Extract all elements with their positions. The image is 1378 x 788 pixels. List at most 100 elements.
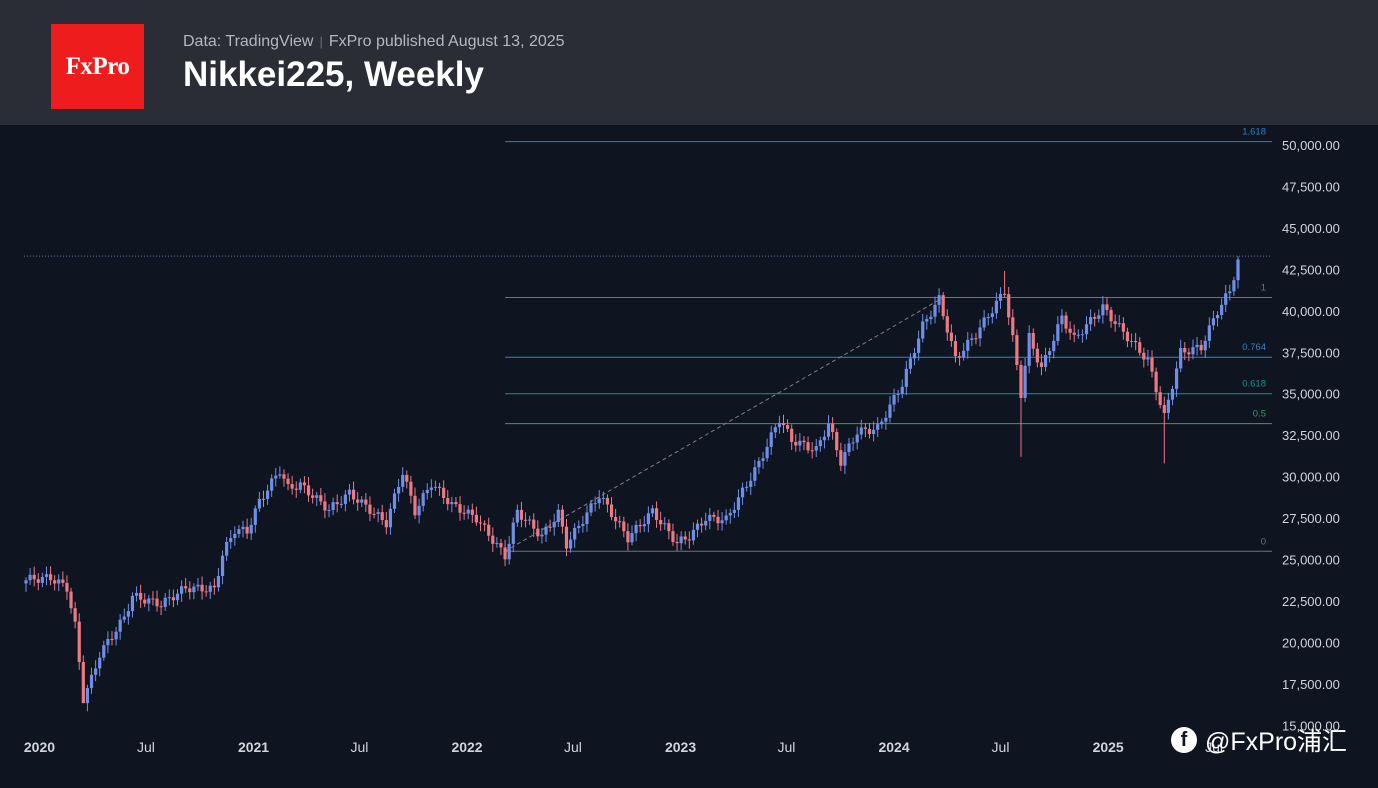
trend-line — [504, 297, 944, 552]
candle-body — [69, 591, 73, 609]
y-tick-label: 32,500.00 — [1282, 428, 1340, 443]
candle-body — [654, 508, 659, 521]
candle-body — [679, 536, 683, 544]
candle-body — [94, 668, 98, 675]
y-tick-label: 35,000.00 — [1282, 387, 1340, 402]
candle-body — [433, 486, 438, 488]
candle-body — [523, 519, 528, 521]
candle-body — [675, 541, 679, 544]
x-tick-label: 2025 — [1093, 739, 1124, 755]
candle-body — [388, 508, 393, 528]
candle-body — [667, 523, 671, 532]
watermark: f @FxPro浦汇 — [1171, 722, 1347, 758]
candle-body — [953, 341, 958, 357]
x-tick-label: 2024 — [878, 739, 909, 755]
candle-body — [1224, 293, 1228, 305]
candle-body — [315, 495, 319, 498]
candle-body — [229, 538, 233, 543]
candle-body — [98, 657, 102, 669]
fxpro-logo: FxPro — [51, 24, 144, 109]
candle-body — [573, 527, 577, 540]
candle-body — [1105, 304, 1109, 310]
candle-body — [745, 486, 749, 488]
candle-body — [1236, 259, 1240, 281]
candle-body — [962, 350, 966, 358]
separator: | — [319, 34, 323, 49]
candle-body — [593, 503, 597, 505]
candle-body — [478, 522, 483, 524]
chart-title: Nikkei225, Weekly — [183, 55, 484, 94]
x-tick-label: 2021 — [238, 739, 269, 755]
candle-body — [1101, 304, 1105, 316]
candle-body — [548, 526, 552, 528]
candle-body — [85, 688, 90, 704]
candle-body — [302, 482, 307, 486]
y-tick-label: 27,500.00 — [1282, 511, 1340, 526]
fib-level-label: 1 — [1261, 283, 1266, 294]
candle-body — [700, 523, 704, 526]
candle-body — [1191, 347, 1195, 355]
candle-body — [835, 432, 839, 451]
candle-body — [1109, 309, 1113, 322]
candle-body — [1023, 365, 1027, 398]
x-tick-label: 2020 — [24, 739, 55, 755]
candle-body — [757, 460, 761, 468]
candle-body — [429, 487, 433, 490]
candle-body — [1068, 328, 1072, 333]
candle-body — [1179, 348, 1183, 369]
candle-body — [1113, 321, 1117, 324]
candle-body — [192, 586, 196, 593]
candle-body — [44, 574, 49, 577]
candle-body — [126, 611, 130, 617]
fib-level-label: 0 — [1261, 536, 1266, 547]
candle-body — [1027, 333, 1031, 366]
candle-body — [511, 522, 515, 544]
candle-body — [921, 321, 925, 339]
candle-body — [626, 531, 630, 543]
candle-body — [1203, 340, 1207, 351]
candle-body — [753, 467, 757, 481]
candle-body — [777, 422, 782, 428]
candle-body — [695, 523, 700, 530]
candle-body — [57, 579, 61, 584]
x-tick-label: Jul — [564, 739, 582, 755]
candle-body — [564, 526, 569, 549]
candle-body — [298, 482, 302, 490]
candle-body — [311, 495, 315, 498]
candle-body — [843, 452, 847, 466]
candle-body — [482, 523, 487, 525]
candle-body — [998, 293, 1003, 301]
candle-body — [73, 608, 77, 622]
candle-body — [491, 535, 495, 544]
y-tick-label: 40,000.00 — [1282, 304, 1340, 319]
candle-body — [798, 440, 802, 446]
candle-body — [1174, 368, 1179, 389]
candle-body — [1134, 340, 1138, 343]
candle-body — [167, 597, 171, 599]
candle-body — [814, 446, 818, 451]
candle-body — [28, 574, 32, 581]
y-tick-label: 25,000.00 — [1282, 553, 1340, 568]
candle-body — [1142, 352, 1146, 360]
candle-body — [143, 599, 147, 604]
candle-body — [233, 533, 237, 539]
candle-body — [544, 526, 548, 535]
candle-body — [1232, 280, 1236, 292]
candle-body — [36, 579, 40, 583]
candle-body — [1125, 331, 1130, 342]
candle-body — [163, 597, 167, 607]
candle-body — [769, 432, 773, 447]
y-tick-label: 47,500.00 — [1282, 179, 1340, 194]
candle-body — [413, 495, 417, 516]
candle-body — [278, 474, 282, 476]
candle-body — [822, 436, 827, 441]
candle-body — [1183, 348, 1187, 353]
candle-body — [724, 515, 728, 521]
candle-body — [200, 584, 204, 592]
candle-body — [515, 509, 519, 523]
candle-body — [1015, 335, 1019, 366]
candle-body — [994, 300, 999, 314]
candle-body — [437, 486, 442, 488]
candle-body — [1138, 342, 1142, 353]
x-axis: 2020 Jul 2021 Jul 2022 Jul 2023 Jul 2024 Jul 2025 J… — [24, 739, 1223, 755]
